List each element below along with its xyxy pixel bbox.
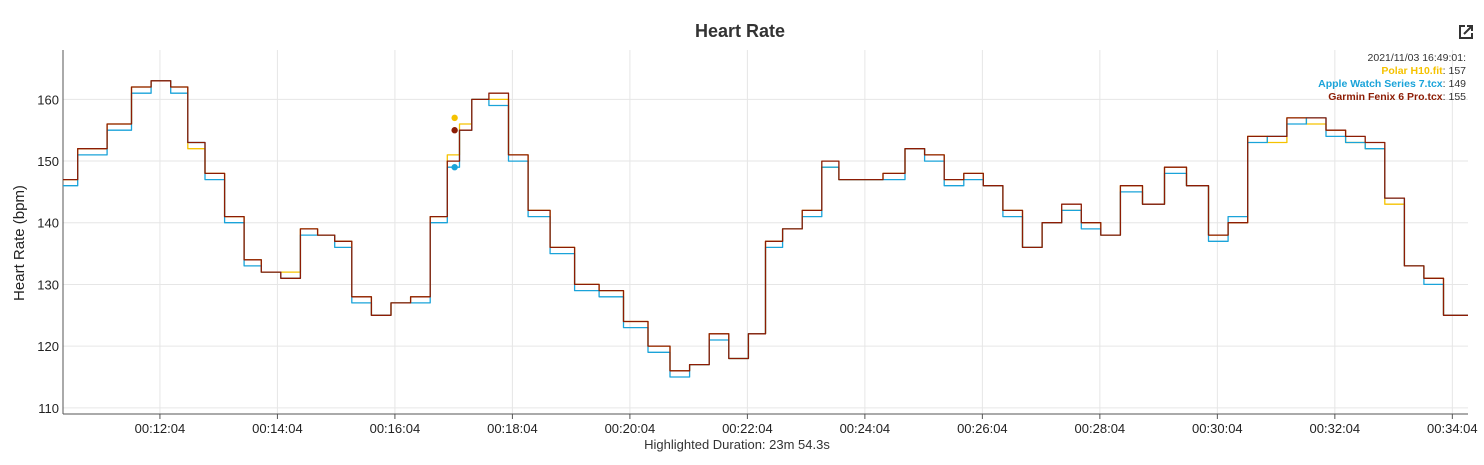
x-tick-label: 00:32:04 <box>1310 421 1361 436</box>
x-tick-label: 00:30:04 <box>1192 421 1243 436</box>
chart-title: Heart Rate <box>695 21 785 41</box>
x-tick-label: 00:28:04 <box>1075 421 1126 436</box>
readout-series-name: Garmin Fenix 6 Pro.tcx <box>1328 91 1443 103</box>
y-axis-label: Heart Rate (bpm) <box>11 185 28 301</box>
highlighted-duration: Highlighted Duration: 23m 54.3s <box>644 437 830 452</box>
highlight-readout: 2021/11/03 16:49:01: Polar H10.fit: 157A… <box>1318 52 1466 103</box>
highlight-marker-0 <box>451 114 458 122</box>
readout-row-1: Apple Watch Series 7.tcx: 149 <box>1318 78 1466 90</box>
x-axis-ticks: 00:12:04 00:14:04 00:16:04 00:18:04 00:20:04… <box>135 414 1478 436</box>
y-tick-label: 130 <box>37 277 59 292</box>
x-tick-label: 00:34:04 <box>1427 421 1478 436</box>
readout-row-0: Polar H10.fit: 157 <box>1381 65 1466 77</box>
highlight-marker-1 <box>451 164 458 171</box>
y-tick-label: 160 <box>37 92 59 107</box>
y-tick-label: 120 <box>37 339 59 354</box>
series-lines[interactable] <box>63 80 1468 378</box>
readout-row-2: Garmin Fenix 6 Pro.tcx: 155 <box>1328 91 1466 103</box>
y-tick-label: 150 <box>37 154 59 169</box>
y-axis-ticks: 110 120 130 140 150 160 <box>37 92 59 415</box>
x-tick-label: 00:22:04 <box>722 421 773 436</box>
highlight-marker-2 <box>451 127 458 134</box>
x-tick-label: 00:14:04 <box>252 421 303 436</box>
x-tick-label: 00:12:04 <box>135 421 186 436</box>
readout-value: : 157 <box>1443 65 1467 77</box>
axes <box>62 50 1468 415</box>
readout-value: : 155 <box>1443 91 1467 103</box>
readout-series-name: Polar H10.fit <box>1381 65 1443 77</box>
x-tick-label: 00:24:04 <box>840 421 891 436</box>
highlight-timestamp: 2021/11/03 16:49:01: <box>1368 52 1466 64</box>
readout-value: : 149 <box>1443 78 1467 90</box>
y-tick-label: 140 <box>37 216 59 231</box>
external-link-icon[interactable] <box>1456 22 1476 42</box>
y-tick-label: 110 <box>38 401 59 416</box>
x-tick-label: 00:16:04 <box>370 421 421 436</box>
highlight-markers <box>451 114 458 171</box>
series-line-2[interactable] <box>63 80 1468 372</box>
x-tick-label: 00:18:04 <box>487 421 538 436</box>
x-tick-label: 00:26:04 <box>957 421 1008 436</box>
readout-series-name: Apple Watch Series 7.tcx <box>1318 78 1443 90</box>
grid <box>63 50 1468 414</box>
x-tick-label: 00:20:04 <box>605 421 656 436</box>
